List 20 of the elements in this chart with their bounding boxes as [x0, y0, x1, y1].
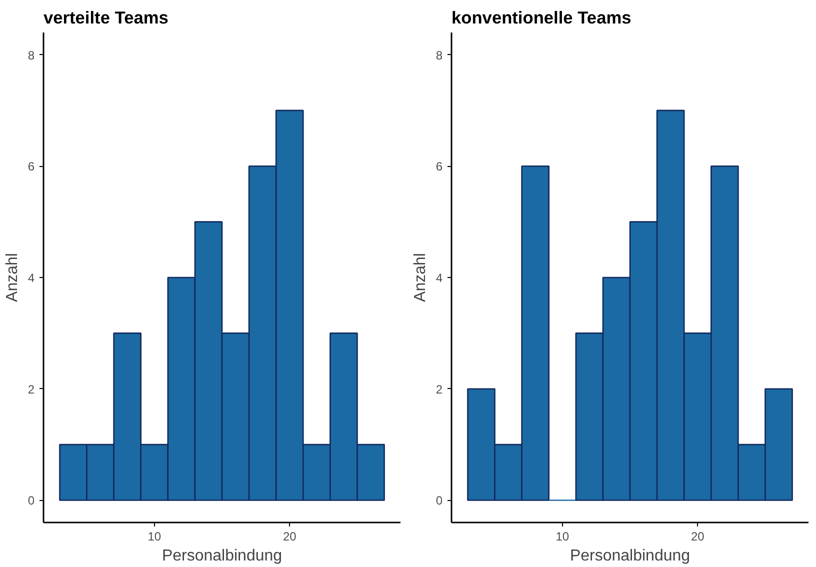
x-axis-title: Personalbindung	[570, 548, 690, 564]
y-axis-title: Anzahl	[4, 253, 21, 302]
y-tick-label: 6	[436, 160, 443, 174]
y-tick-label: 6	[28, 160, 35, 174]
x-tick-label: 10	[556, 530, 570, 544]
y-tick-label: 0	[28, 494, 35, 508]
y-tick-label: 4	[28, 271, 35, 285]
x-tick-label: 20	[690, 530, 705, 544]
y-tick-label: 8	[28, 48, 35, 62]
y-tick-label: 0	[436, 494, 443, 508]
y-axis-title: Anzahl	[412, 253, 429, 302]
y-tick-label: 4	[436, 271, 443, 285]
y-tick-label: 2	[436, 382, 443, 396]
chart-title: konventionelle Teams	[452, 8, 632, 28]
x-tick-label: 20	[282, 530, 297, 544]
chart-title: verteilte Teams	[44, 8, 168, 28]
y-tick-label: 8	[436, 48, 443, 62]
y-tick-label: 2	[28, 382, 35, 396]
x-tick-label: 10	[148, 530, 162, 544]
x-axis-title: Personalbindung	[162, 548, 282, 564]
